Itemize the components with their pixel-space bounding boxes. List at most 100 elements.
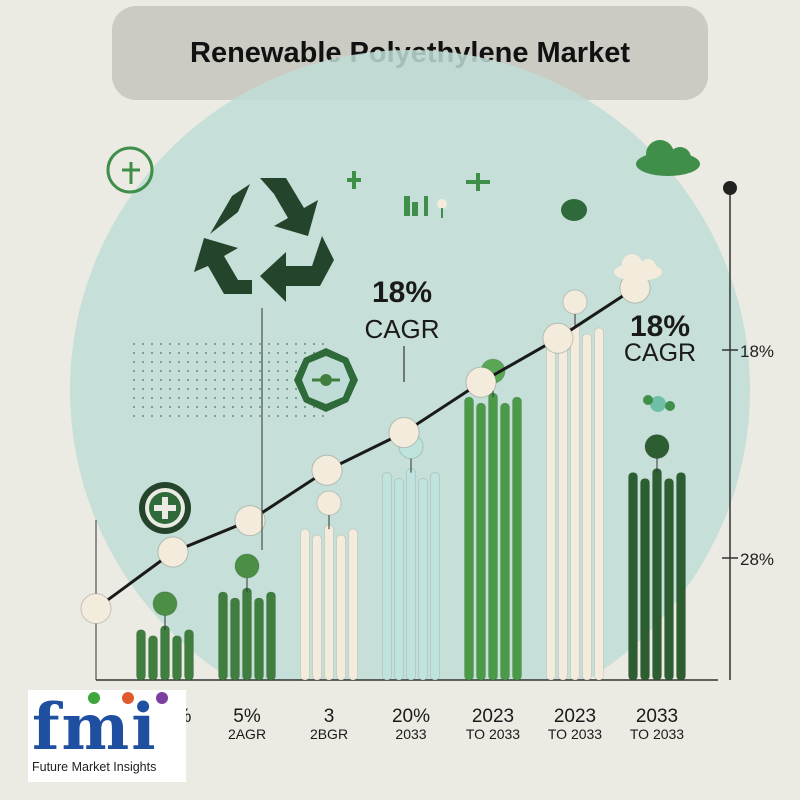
grid-dot xyxy=(214,406,216,408)
grid-dot xyxy=(259,379,261,381)
grid-dot xyxy=(196,352,198,354)
bar-stripe xyxy=(324,524,334,681)
grid-dot xyxy=(295,361,297,363)
grid-dot xyxy=(277,343,279,345)
grid-dot xyxy=(160,388,162,390)
bar-stripe xyxy=(664,478,674,681)
grid-dot xyxy=(250,361,252,363)
bar xyxy=(300,490,358,681)
grid-dot xyxy=(241,406,243,408)
grid-dot xyxy=(178,415,180,417)
grid-dot xyxy=(268,370,270,372)
logo-dot xyxy=(156,692,168,704)
grid-dot xyxy=(169,415,171,417)
category-label: 2023 xyxy=(472,706,514,727)
grid-dot xyxy=(241,361,243,363)
grid-dot xyxy=(304,406,306,408)
grid-dot xyxy=(286,343,288,345)
grid-dot xyxy=(259,343,261,345)
grid-dot xyxy=(160,406,162,408)
grid-dot xyxy=(259,397,261,399)
grid-dot xyxy=(322,343,324,345)
category-label: 2033 xyxy=(636,706,678,727)
grid-dot xyxy=(187,415,189,417)
grid-dot xyxy=(169,397,171,399)
bar-stripe xyxy=(160,625,170,681)
bar-stripe xyxy=(546,327,556,681)
bar-cap-marker xyxy=(316,490,342,516)
bar-stripe xyxy=(488,392,498,681)
grid-dot xyxy=(169,379,171,381)
grid-dot xyxy=(160,343,162,345)
trend-point xyxy=(80,593,112,625)
grid-dot xyxy=(268,406,270,408)
grid-dot xyxy=(304,343,306,345)
grid-dot xyxy=(250,397,252,399)
grid-dot xyxy=(277,379,279,381)
grid-dot xyxy=(286,388,288,390)
grid-dot xyxy=(268,352,270,354)
bar-stripe xyxy=(394,478,404,681)
grid-dot xyxy=(250,343,252,345)
leaf-icon xyxy=(561,199,587,221)
grid-dot xyxy=(142,397,144,399)
grid-dot xyxy=(223,361,225,363)
bar-stripe xyxy=(570,323,580,681)
grid-dot xyxy=(223,397,225,399)
bar xyxy=(628,434,686,681)
grid-dot xyxy=(187,379,189,381)
grid-dot xyxy=(277,397,279,399)
grid-dot xyxy=(214,415,216,417)
bar-cap-marker xyxy=(562,289,588,315)
grid-dot xyxy=(232,415,234,417)
bar-stripe xyxy=(242,587,252,681)
grid-dot xyxy=(223,415,225,417)
bar-cap-marker xyxy=(644,434,670,460)
grid-dot xyxy=(232,379,234,381)
grid-dot xyxy=(214,397,216,399)
grid-dot xyxy=(250,370,252,372)
grid-dot xyxy=(151,370,153,372)
category-sublabel: 2033 xyxy=(395,726,426,742)
trend-point xyxy=(388,417,420,449)
logo-dot xyxy=(88,692,100,704)
bar-stripe xyxy=(558,333,568,681)
category-sublabel: TO 2033 xyxy=(630,726,684,742)
grid-dot xyxy=(133,397,135,399)
right-axis-label: 28% xyxy=(740,550,774,569)
grid-dot xyxy=(133,352,135,354)
grid-dot xyxy=(151,388,153,390)
grid-dot xyxy=(322,415,324,417)
grid-dot xyxy=(205,379,207,381)
gauge-icon xyxy=(106,146,154,194)
bar-stripe xyxy=(512,396,522,681)
grid-dot xyxy=(259,352,261,354)
bar xyxy=(464,358,522,681)
right-axis-label: 18% xyxy=(740,342,774,361)
grid-dot xyxy=(286,370,288,372)
bar-stripe xyxy=(418,478,428,681)
grid-dot xyxy=(286,352,288,354)
grid-dot xyxy=(286,397,288,399)
grid-dot xyxy=(196,343,198,345)
trend-point xyxy=(234,505,266,537)
grid-dot xyxy=(295,370,297,372)
grid-dot xyxy=(304,415,306,417)
bar-stripe xyxy=(184,629,194,681)
grid-dot xyxy=(259,406,261,408)
grid-dot xyxy=(259,361,261,363)
grid-dot xyxy=(295,406,297,408)
bar-stripe xyxy=(594,327,604,681)
grid-dot xyxy=(241,343,243,345)
grid-dot xyxy=(295,352,297,354)
grid-dot xyxy=(241,379,243,381)
bar-stripe xyxy=(300,528,310,681)
sprout-icon xyxy=(404,196,447,218)
grid-dot xyxy=(205,406,207,408)
grid-dot xyxy=(178,406,180,408)
grid-dot xyxy=(178,370,180,372)
grid-dot xyxy=(196,370,198,372)
grid-dot xyxy=(286,406,288,408)
logo-dot xyxy=(122,692,134,704)
